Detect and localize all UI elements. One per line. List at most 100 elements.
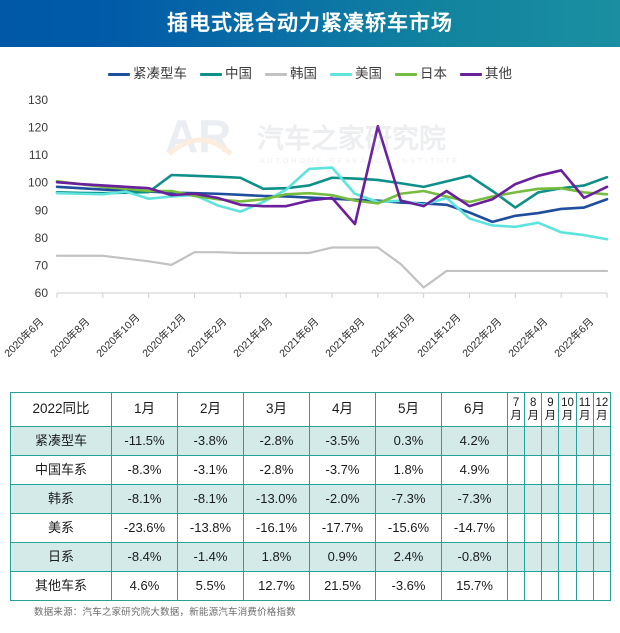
y-axis-tick-label: 100	[28, 176, 48, 190]
table-cell-empty	[506, 484, 526, 514]
table-cell-value: 2.4%	[375, 542, 442, 572]
table-cell-value: 1.8%	[243, 542, 310, 572]
y-axis-tick-label: 60	[35, 286, 49, 300]
line-chart-svg: 60 70 80 90 100 110 120 130	[28, 93, 609, 300]
table-cell-empty	[592, 484, 611, 514]
table-cell-empty	[506, 571, 526, 601]
legend-color-swatch	[460, 72, 482, 76]
legend-item[interactable]: 中国	[200, 67, 252, 81]
table-cell-value: -16.1%	[243, 513, 310, 543]
table-header-cell: 1月	[111, 392, 178, 427]
table-header-cell: 6月	[441, 392, 508, 427]
chart-series-line	[55, 246, 609, 289]
legend-label: 紧凑型车	[133, 66, 187, 82]
table-cell-value: 0.3%	[375, 426, 442, 456]
table-cell-value: 5.5%	[177, 571, 244, 601]
chart-header-bar: 插电式混合动力紧凑轿车市场	[0, 0, 620, 47]
table-header-cell: 10 月	[558, 392, 577, 427]
table-cell-value: -7.3%	[375, 484, 442, 514]
x-axis-tick-label: 2021年4月	[231, 315, 276, 360]
legend-item[interactable]: 日本	[395, 67, 447, 81]
table-cell-empty	[541, 542, 560, 572]
x-axis-tick-label: 2020年10月	[93, 311, 143, 360]
table-cell-value: -14.7%	[441, 513, 508, 543]
table-cell-empty	[524, 455, 543, 485]
table-header-cell: 12 月	[592, 392, 611, 427]
legend-item[interactable]: 韩国	[265, 67, 317, 81]
table-cell-value: -0.8%	[441, 542, 508, 572]
legend-item[interactable]: 美国	[330, 67, 382, 81]
table-cell-value: -2.8%	[243, 455, 310, 485]
legend-color-swatch	[200, 72, 222, 76]
table-row: 中国车系 -8.3% -3.1% -2.8% -3.7% 1.8% 4.9%	[10, 455, 611, 485]
table-cell-value: -3.5%	[309, 426, 376, 456]
table-row-label: 紧凑型车	[10, 426, 112, 456]
table-cell-empty	[506, 426, 526, 456]
table-cell-empty	[575, 455, 594, 485]
source-note: 数据来源：汽车之家研究院大数据，新能源汽车消费价格指数	[34, 607, 296, 618]
x-axis-tick-label: 2021年12月	[414, 311, 463, 360]
legend-item[interactable]: 紧凑型车	[108, 67, 187, 81]
table-row: 日系 -8.4% -1.4% 1.8% 0.9% 2.4% -0.8%	[10, 542, 611, 572]
table-cell-value: 15.7%	[441, 571, 508, 601]
table-row: 韩系 -8.1% -8.1% -13.0% -2.0% -7.3% -7.3%	[10, 484, 611, 514]
table-cell-empty	[575, 513, 594, 543]
table-cell-value: -8.1%	[111, 484, 178, 514]
legend-label: 韩国	[290, 66, 317, 82]
table-header-cell: 2022同比	[10, 392, 112, 427]
table-header-cell: 2月	[177, 392, 244, 427]
table-header-cell: 4月	[309, 392, 376, 427]
table-cell-empty	[592, 542, 611, 572]
y-axis-tick-label: 70	[35, 258, 49, 272]
table-header-cell: 3月	[243, 392, 310, 427]
x-axis-tick-label: 2022年2月	[460, 315, 505, 360]
table-cell-value: -13.8%	[177, 513, 244, 543]
table-cell-empty	[541, 571, 560, 601]
x-axis-tick-label: 2020年6月	[2, 315, 47, 360]
table-cell-empty	[558, 484, 577, 514]
table-row: 美系 -23.6% -13.8% -16.1% -17.7% -15.6% -14.7%	[10, 513, 611, 543]
table-cell-empty	[558, 542, 577, 572]
y-axis-tick-label: 110	[29, 148, 48, 162]
x-axis-tick-label: 2020年8月	[48, 315, 93, 360]
table-cell-value: 21.5%	[309, 571, 376, 601]
table-cell-value: -17.7%	[309, 513, 376, 543]
table-cell-empty	[592, 426, 611, 456]
table-cell-empty	[558, 455, 577, 485]
table-cell-empty	[575, 542, 594, 572]
legend-color-swatch	[330, 72, 352, 76]
table-cell-value: 4.2%	[441, 426, 508, 456]
table-cell-empty	[575, 571, 594, 601]
y-axis-tick-label: 80	[35, 231, 49, 245]
table-cell-value: -15.6%	[375, 513, 442, 543]
table-cell-value: 1.8%	[375, 455, 442, 485]
table-row-label: 日系	[10, 542, 112, 572]
table-cell-value: -8.1%	[177, 484, 244, 514]
chart-legend: 紧凑型车 中国 韩国 美国 日本 其他	[0, 61, 620, 87]
table-cell-value: -11.5%	[111, 426, 178, 456]
chart-plot-area: 60 70 80 90 100 110 120 130	[0, 88, 620, 303]
legend-item[interactable]: 其他	[460, 67, 512, 81]
x-axis-labels: 2020年6月 2020年8月 2020年10月 2020年12月 2021年2月 202…	[0, 300, 620, 375]
table-cell-empty	[524, 484, 543, 514]
x-axis-tick-label: 2021年10月	[368, 311, 418, 360]
table-cell-value: -3.8%	[177, 426, 244, 456]
legend-label: 其他	[485, 66, 512, 82]
table-cell-empty	[592, 571, 611, 601]
table-cell-empty	[541, 484, 560, 514]
x-axis-tick-label: 2022年6月	[552, 315, 597, 360]
table-row-label: 美系	[10, 513, 112, 543]
table-cell-empty	[592, 513, 611, 543]
chart-series-line	[55, 180, 609, 205]
table-cell-empty	[524, 513, 543, 543]
table-cell-value: 4.6%	[111, 571, 178, 601]
table-cell-empty	[524, 571, 543, 601]
table-cell-empty	[506, 455, 526, 485]
table-cell-value: -7.3%	[441, 484, 508, 514]
table-cell-value: -8.4%	[111, 542, 178, 572]
table-row: 紧凑型车 -11.5% -3.8% -2.8% -3.5% 0.3% 4.2%	[10, 426, 611, 456]
table-cell-value: -23.6%	[111, 513, 178, 543]
legend-color-swatch	[108, 72, 130, 76]
table-cell-empty	[558, 426, 577, 456]
